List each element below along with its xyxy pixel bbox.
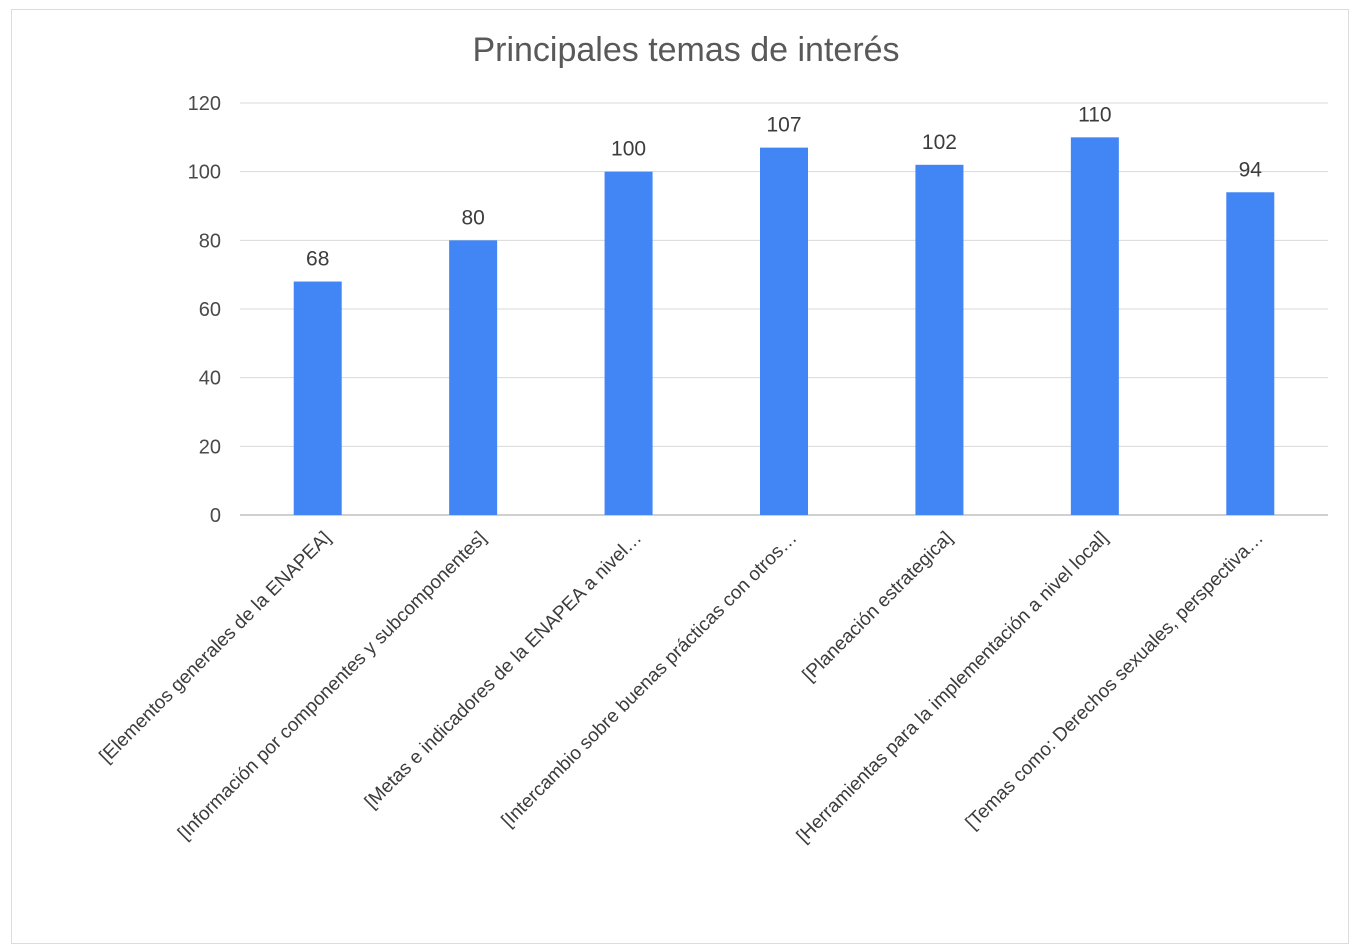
x-tick-label: [Planeación estrategica] [799, 528, 957, 686]
x-tick-label: [Herramientas para la implementación a n… [793, 528, 1113, 848]
bar [1226, 192, 1275, 515]
chart-title: Principales temas de interés [472, 31, 899, 69]
data-label: 107 [766, 114, 801, 137]
y-axis-tick-labels: 0 20 40 60 80 100 120 [188, 93, 221, 527]
data-labels: 68 80 100 107 102 110 94 [306, 103, 1262, 270]
bar [604, 171, 653, 515]
x-tick-label: [Información por componentes y subcompon… [174, 528, 491, 845]
x-tick-label: [Temas como: Derechos sexuales, perspect… [962, 528, 1268, 834]
bar [760, 147, 808, 515]
chart-frame [11, 9, 1349, 944]
data-label: 68 [306, 248, 329, 271]
x-tick-label: [Intercambio sobre buenas prácticas con … [498, 528, 802, 832]
bar [915, 164, 964, 516]
data-label: 102 [922, 131, 957, 154]
y-tick-label: 60 [199, 299, 221, 321]
bar [449, 240, 498, 516]
data-label: 94 [1239, 158, 1263, 181]
y-tick-label: 80 [199, 230, 221, 252]
y-tick-label: 100 [188, 162, 221, 184]
y-tick-label: 120 [188, 93, 221, 115]
y-tick-label: 0 [210, 505, 221, 527]
bar [1070, 137, 1119, 516]
x-axis-category-labels: [Elementos generales de la ENAPEA][Infor… [96, 528, 1268, 848]
y-tick-label: 40 [199, 368, 221, 390]
data-label: 80 [461, 206, 484, 229]
data-label: 110 [1078, 103, 1111, 126]
y-tick-label: 20 [199, 436, 221, 458]
data-label: 100 [611, 138, 646, 161]
bars [293, 137, 1275, 516]
bar [293, 281, 342, 515]
x-tick-label: [Metas e indicadores de la ENAPEA a nive… [361, 528, 646, 813]
